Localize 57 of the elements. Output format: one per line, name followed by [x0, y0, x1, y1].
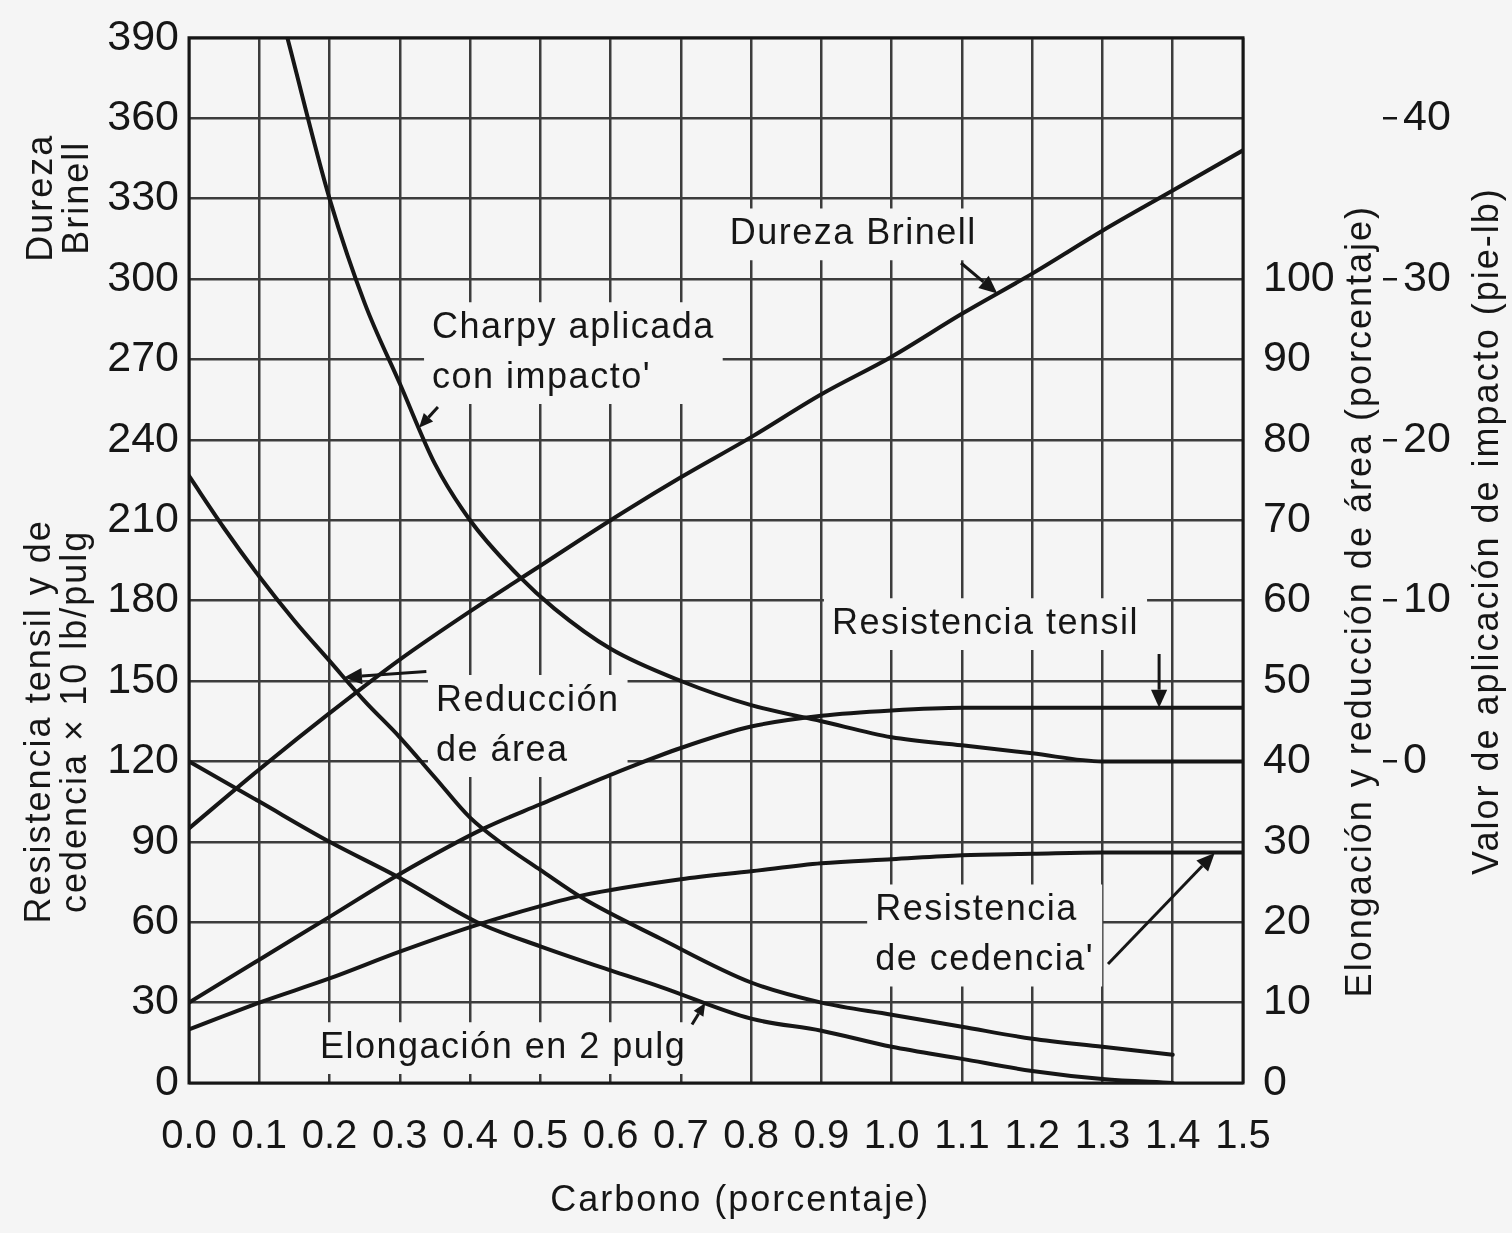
y2-tick-label: 30	[1263, 814, 1311, 863]
y3-tick-label: 10	[1403, 573, 1451, 622]
y2-tick-label: 100	[1263, 251, 1335, 300]
x-tick-label: 0.7	[653, 1112, 709, 1157]
y-tick-label: 390	[107, 10, 179, 59]
series-label: Resistencia tensil	[831, 601, 1140, 643]
x-tick-label: 1.2	[1004, 1112, 1060, 1157]
y-tick-label: 90	[131, 814, 179, 863]
y2-tick-label: 50	[1263, 653, 1311, 702]
x-tick-label: 1.0	[863, 1112, 920, 1157]
y3-tick-label: 40	[1403, 91, 1451, 140]
y-tick-label: 210	[107, 493, 179, 542]
series-label: Charpy aplicada con impacto'	[432, 304, 715, 396]
y-tick-label: 120	[107, 734, 179, 783]
y2-tick-label: 20	[1263, 895, 1311, 944]
x-tick-label: 0.5	[512, 1112, 569, 1157]
x-axis-title: Carbono (porcentaje)	[550, 1177, 931, 1219]
y3-tick-label: 30	[1403, 251, 1451, 300]
y-tick-label: 0	[155, 1055, 179, 1104]
y2-tick-label: 0	[1263, 1055, 1287, 1104]
legend-label: Elongación en 2 pulg	[320, 1025, 687, 1067]
series-label: Dureza Brinell	[729, 211, 977, 253]
y-tick-label: 360	[107, 91, 179, 140]
x-tick-label: 0.9	[793, 1112, 850, 1157]
y-tick-label: 300	[107, 251, 179, 300]
y-tick-label: 60	[131, 895, 179, 944]
x-tick-label: 1.1	[934, 1112, 990, 1157]
x-tick-label: 0.0	[161, 1112, 217, 1157]
x-tick-label: 1.3	[1074, 1112, 1131, 1157]
y-tick-label: 330	[107, 171, 179, 220]
y2-tick-label: 90	[1263, 332, 1311, 381]
x-tick-label: 1.4	[1144, 1112, 1201, 1157]
y-tick-label: 270	[107, 332, 179, 381]
y2-tick-label: 70	[1263, 493, 1311, 542]
y-tick-label: 180	[107, 573, 179, 622]
x-tick-label: 1.5	[1215, 1112, 1271, 1157]
y3-tick-label: 20	[1403, 412, 1451, 461]
text: Dureza Brinell	[18, 133, 96, 262]
series-label: Reducción de área	[435, 677, 620, 769]
y-tick-label: 240	[107, 412, 179, 461]
y3-tick-label: 0	[1403, 734, 1427, 783]
x-tick-label: 0.3	[372, 1112, 428, 1157]
y2-tick-label: 10	[1263, 975, 1311, 1024]
x-tick-label: 0.2	[301, 1112, 358, 1157]
y2-tick-label: 60	[1263, 573, 1311, 622]
y2-tick-label: 40	[1263, 734, 1311, 783]
x-tick-label: 0.1	[231, 1112, 288, 1157]
x-tick-label: 0.4	[442, 1112, 498, 1157]
y2-tick-label: 80	[1263, 412, 1311, 461]
y-tick-label: 150	[107, 653, 179, 702]
y3-axis-title: Valor de aplicación de impacto (pie-lb)	[1464, 187, 1506, 875]
y-tick-label: 30	[131, 975, 179, 1024]
x-tick-label: 0.8	[723, 1112, 779, 1157]
y2-axis-title: Elongación y reducción de área (porcentaje)	[1337, 204, 1379, 998]
series-label: Resistencia de cedencia'	[875, 887, 1095, 979]
x-tick-label: 0.6	[582, 1112, 639, 1157]
y-axis-title: Resistencia tensil y de cedencia × 10 lb/pulg	[16, 519, 94, 924]
